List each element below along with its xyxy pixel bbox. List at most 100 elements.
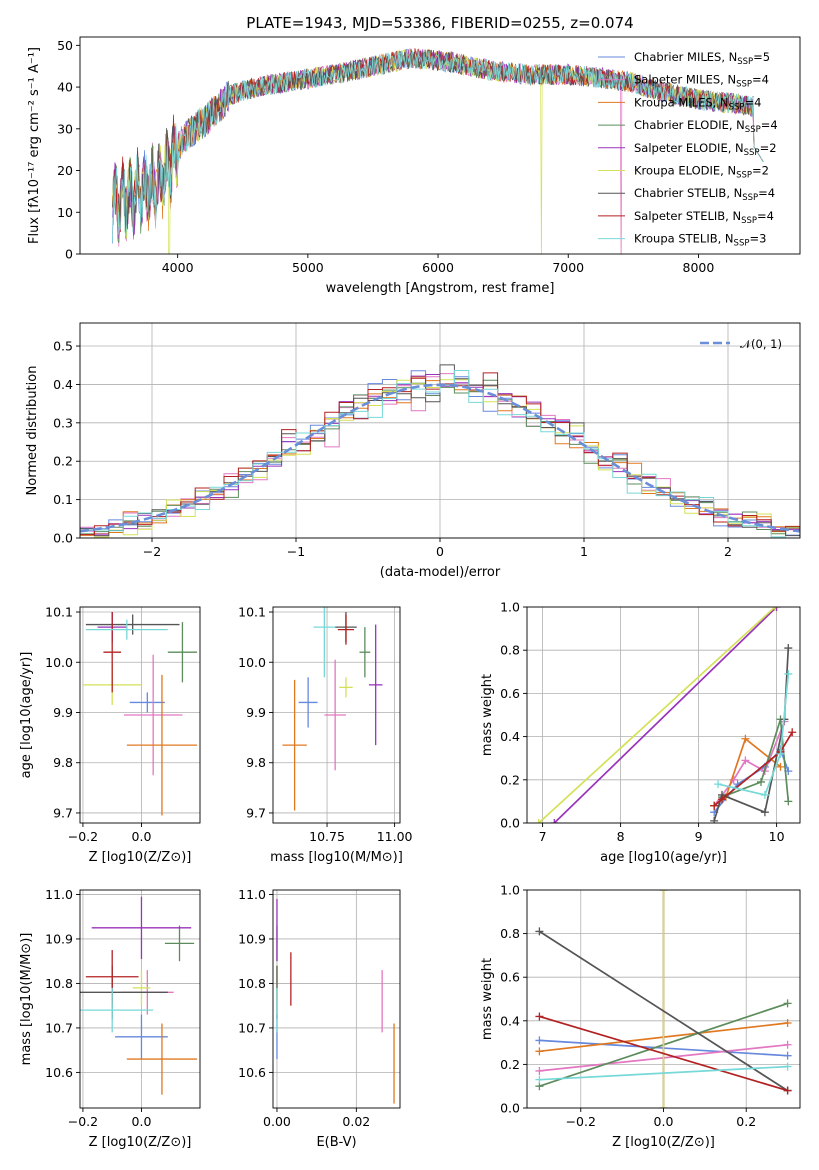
histogram-8 [80, 370, 800, 538]
weight-marker [710, 816, 719, 823]
y-axis-label: Flux [fλ10⁻¹⁷ erg cm⁻² s⁻¹ A⁻¹] [27, 47, 42, 244]
x-tick-label: 8000 [683, 260, 715, 275]
weight-marker [741, 734, 750, 743]
legend-label: Kroupa MILES, NSSP=4 [634, 95, 761, 112]
errorbar-point [85, 619, 168, 640]
weight-marker [783, 1086, 792, 1095]
spectrum-title: PLATE=1943, MJD=53386, FIBERID=0255, z=0… [246, 14, 633, 32]
weight-marker [535, 1012, 544, 1021]
weight-line [713, 731, 793, 807]
legend-label: Salpeter MILES, NSSP=4 [634, 73, 769, 90]
x-tick-label: −1 [287, 544, 305, 559]
y-tick-label: 0.6 [500, 970, 520, 985]
x-axis-label: age [log10(age/yr)] [600, 850, 727, 865]
plot-area [82, 612, 198, 816]
y-tick-label: 10.8 [45, 976, 73, 991]
weight-marker [535, 1036, 544, 1045]
x-tick-label: 11.00 [377, 829, 413, 844]
x-tick-label: 5000 [292, 260, 324, 275]
panel-mass-vs-EBV: 0.00 0.02 10.6 10.7 10.8 10.9 11.0 E(B-V) [238, 887, 401, 1150]
y-tick-label: 0.5 [53, 339, 73, 354]
panel-age-vs-Z: −0.2 0.0 9.7 9.8 9.9 10.0 10.1 Z [log10(Z/Z⊙)] a… [19, 605, 201, 865]
errorbar-point [132, 970, 151, 1006]
errorbar-point [103, 612, 121, 693]
y-tick-label: 40 [57, 80, 73, 95]
weight-line [553, 607, 778, 823]
axes-frame [526, 606, 801, 824]
y-axis-label: mass weight [480, 674, 495, 756]
x-tick-label: 8 [617, 829, 625, 844]
weight-marker [757, 777, 765, 786]
x-axis-label: E(B-V) [316, 1135, 356, 1150]
weight-line [713, 747, 790, 813]
x-axis-label: Z [log10(Z/Z⊙)] [89, 850, 192, 865]
y-tick-label: 9.7 [246, 805, 266, 820]
weight-marker [535, 1047, 544, 1056]
errorbar-point [359, 627, 371, 678]
y-tick-label: 10.7 [45, 1020, 73, 1035]
weight-marker [783, 1018, 792, 1027]
y-tick-label: 10.8 [238, 976, 266, 991]
spectrum-legend: Chabrier MILES, NSSP=5 Salpeter MILES, NS… [598, 50, 778, 249]
panel-weight-vs-age: 7 8 9 10 0.0 0.2 0.4 0.6 0.8 1.0 age [log10(age/yr… [480, 600, 801, 865]
axes-frame [79, 36, 801, 255]
weight-marker [783, 1062, 792, 1071]
weight-marker [783, 999, 792, 1008]
weight-line [539, 1015, 788, 1092]
x-tick-label: 9 [695, 829, 703, 844]
y-axis-label: Normed distribution [25, 366, 40, 496]
legend-label: Kroupa ELODIE, NSSP=2 [634, 164, 769, 181]
legend-label: Salpeter ELODIE, NSSP=2 [634, 141, 777, 158]
y-tick-label: 9.7 [53, 805, 73, 820]
y-tick-label: 11.0 [238, 887, 266, 902]
legend-label: Chabrier ELODIE, NSSP=4 [634, 118, 778, 135]
errorbar-point [368, 624, 383, 746]
y-tick-label: 0.3 [53, 415, 73, 430]
errorbar-point [298, 677, 318, 728]
y-axis-label: age [log10(age/yr)] [19, 652, 34, 779]
y-tick-label: 30 [57, 121, 73, 136]
axes-frame [272, 889, 401, 1109]
weight-marker [714, 780, 723, 789]
weight-marker [783, 1040, 792, 1049]
x-tick-label: 7000 [552, 260, 584, 275]
errorbar-point [164, 925, 195, 962]
y-tick-label: 10.0 [45, 655, 73, 670]
x-axis-label: mass [log10(M/M⊙)] [270, 850, 403, 865]
legend-label: Chabrier STELIB, NSSP=4 [634, 186, 775, 203]
weight-marker [771, 607, 780, 611]
y-tick-label: 11.0 [45, 887, 73, 902]
spectrum-line-6 [112, 49, 764, 237]
weight-marker [783, 1051, 792, 1060]
y-tick-label: 10.1 [45, 605, 73, 620]
y-axis-label: mass weight [480, 958, 495, 1040]
y-tick-label: 0.1 [53, 492, 73, 507]
weight-marker [741, 756, 750, 765]
y-tick-label: 0.8 [500, 926, 520, 941]
panel-weight-vs-Z: −0.2 0.0 0.2 0.0 0.2 0.4 0.6 0.8 1.0 Z [log10(Z/Z… [480, 883, 801, 1150]
y-tick-label: 10.6 [45, 1065, 73, 1080]
y-tick-label: 0.0 [500, 1101, 520, 1116]
weight-marker [776, 749, 785, 758]
axes-frame [272, 606, 401, 824]
errorbar-point [126, 1023, 198, 1095]
x-tick-label: 6000 [422, 260, 454, 275]
plot-area [282, 607, 383, 811]
errorbar-point [115, 1014, 168, 1060]
x-tick-label: 0.2 [736, 1114, 756, 1129]
x-axis-label: (data-model)/error [380, 565, 501, 580]
y-tick-label: 0.2 [500, 772, 520, 787]
x-tick-label: 0.02 [342, 1114, 370, 1129]
panel-mass-vs-Z: −0.2 0.0 10.6 10.7 10.8 10.9 11.0 Z [log10(Z/Z⊙… [19, 887, 201, 1150]
errorbar-point [129, 692, 165, 713]
spectrum-line-8 [112, 49, 764, 242]
legend-label: Kroupa STELIB, NSSP=3 [634, 232, 766, 249]
x-axis-label: Z [log10(Z/Z⊙)] [612, 1135, 715, 1150]
weight-marker [772, 607, 781, 611]
y-tick-label: 10.7 [238, 1020, 266, 1035]
weight-line [539, 1065, 788, 1081]
y-tick-label: 10.0 [238, 655, 266, 670]
panel-residuals: −2 −1 0 1 2 0.0 0.1 0.2 0.3 0.4 0.5 (data-model)/er… [25, 322, 801, 580]
x-tick-label: 10.75 [309, 829, 345, 844]
